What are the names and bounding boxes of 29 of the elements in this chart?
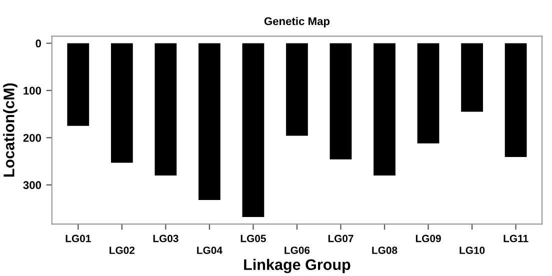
bar	[374, 43, 396, 176]
x-tick-label: LG07	[328, 234, 354, 242]
x-axis-title: Linkage Group	[244, 258, 350, 274]
bar	[286, 43, 308, 136]
x-tick-label: LG09	[416, 234, 441, 242]
bar	[110, 43, 133, 163]
x-tick-label: LG02	[110, 246, 135, 254]
x-tick-label: LG01	[66, 234, 91, 242]
bar	[330, 43, 352, 160]
y-tick-label: 200	[23, 134, 42, 142]
bar	[154, 43, 177, 176]
bar	[461, 43, 483, 112]
y-tick-label: 300	[23, 181, 42, 190]
x-tick-label: LG08	[372, 246, 398, 254]
x-tick-label: LG03	[153, 234, 178, 242]
x-tick-label: LG10	[460, 246, 485, 254]
chart-title: Genetic Map	[264, 16, 330, 28]
y-tick-label: 100	[24, 86, 42, 95]
x-tick-label: LG05	[240, 234, 266, 242]
bar	[67, 43, 90, 126]
x-tick-label: LG11	[504, 234, 528, 242]
x-tick-label: LG04	[197, 246, 222, 254]
bar	[504, 43, 527, 158]
bar	[198, 43, 220, 200]
bar	[417, 43, 440, 144]
bar	[242, 43, 264, 218]
x-tick-label: LG06	[284, 246, 310, 254]
y-tick-label: 0	[36, 40, 42, 48]
y-axis-title: Location(cM)	[3, 83, 18, 177]
